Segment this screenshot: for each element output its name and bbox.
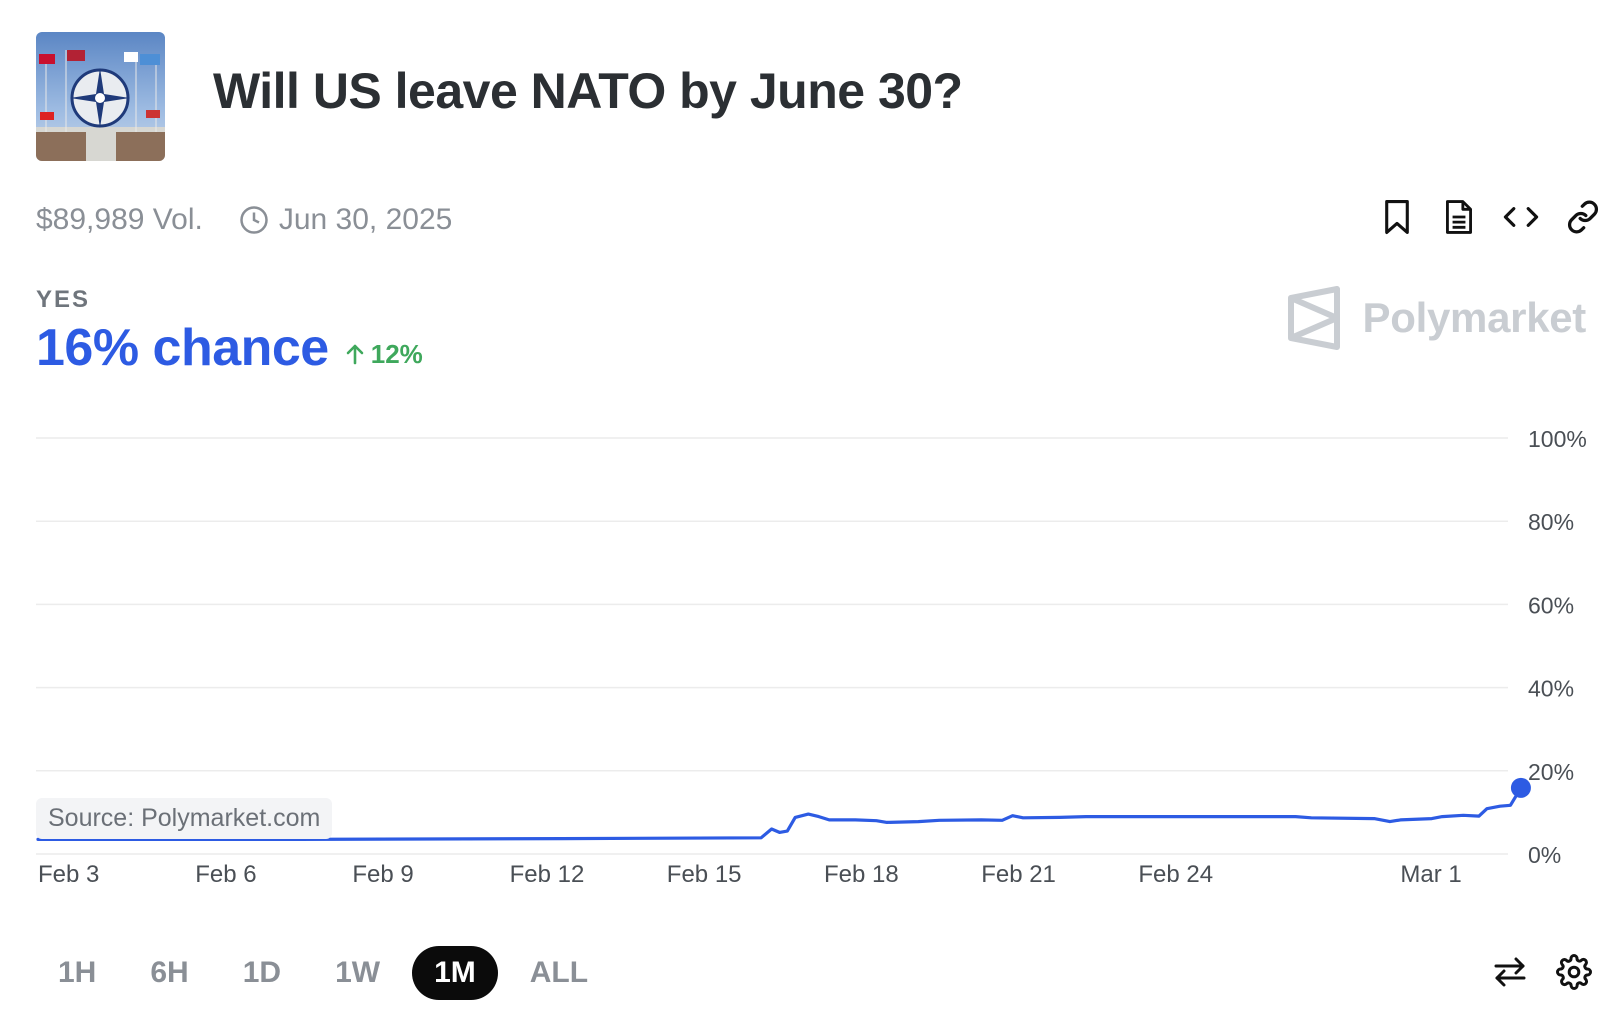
series-line-yes — [36, 786, 1523, 841]
document-icon[interactable] — [1440, 198, 1478, 236]
y-tick-label: 40% — [1528, 676, 1574, 702]
timeframe-all[interactable]: ALL — [529, 956, 589, 989]
x-tick-label: Feb 18 — [824, 861, 899, 888]
change-value: 12% — [370, 338, 423, 369]
timeframe-1m[interactable]: 1M — [412, 946, 498, 1000]
y-tick-label: 20% — [1528, 759, 1574, 785]
bookmark-icon[interactable] — [1378, 198, 1416, 236]
link-icon[interactable] — [1564, 198, 1602, 236]
x-tick-label: Feb 15 — [667, 861, 742, 888]
y-tick-label: 80% — [1528, 509, 1574, 535]
x-tick-label: Feb 12 — [510, 861, 585, 888]
chance-value: 16% chance — [36, 319, 329, 377]
outcome-label: YES — [36, 286, 91, 313]
x-tick-label: Feb 24 — [1138, 861, 1213, 888]
last-point-marker — [1510, 777, 1531, 798]
y-tick-label: 0% — [1528, 842, 1561, 868]
x-tick-label: Mar 1 — [1400, 861, 1461, 888]
market-title: Will US leave NATO by June 30? — [213, 63, 963, 119]
timeframe-1h[interactable]: 1H — [58, 956, 97, 989]
x-tick-label: Feb 21 — [981, 861, 1056, 888]
timeframe-1w[interactable]: 1W — [335, 956, 381, 989]
brand-watermark: Polymarket — [1287, 286, 1586, 350]
brand-name: Polymarket — [1362, 294, 1587, 341]
code-icon[interactable] — [1502, 198, 1540, 236]
arrow-up-icon — [346, 344, 364, 365]
chance-change: 12% — [345, 339, 423, 370]
y-tick-label: 60% — [1528, 592, 1574, 618]
chance-row: 16% chance 12% — [36, 318, 423, 378]
gear-icon[interactable] — [1554, 952, 1594, 992]
x-tick-label: Feb 9 — [352, 861, 413, 888]
source-label: Source: Polymarket.com — [36, 798, 333, 839]
market-meta: $89,989 Vol. Jun 30, 2025 — [36, 203, 452, 237]
timeframe-selector: 1H 6H 1D 1W 1M ALL — [36, 946, 610, 1000]
timeframe-1d[interactable]: 1D — [242, 956, 282, 989]
swap-arrows-icon[interactable] — [1490, 952, 1530, 992]
end-date: Jun 30, 2025 — [278, 203, 453, 236]
clock-icon — [239, 205, 269, 235]
volume: $89,989 Vol. — [36, 203, 203, 236]
polymarket-logo-icon — [1287, 286, 1340, 350]
price-chart: 100% 80% 60% 40% 20% 0% Feb 3 Feb 6 Feb 9 Feb 12 F… — [36, 426, 1587, 888]
y-tick-label: 100% — [1528, 426, 1587, 452]
chart-controls — [1490, 952, 1594, 992]
x-tick-label: Feb 3 — [38, 861, 99, 888]
x-tick-label: Feb 6 — [195, 861, 256, 888]
action-toolbar — [1378, 198, 1602, 236]
timeframe-6h[interactable]: 6H — [150, 956, 189, 989]
market-thumbnail — [36, 32, 165, 161]
